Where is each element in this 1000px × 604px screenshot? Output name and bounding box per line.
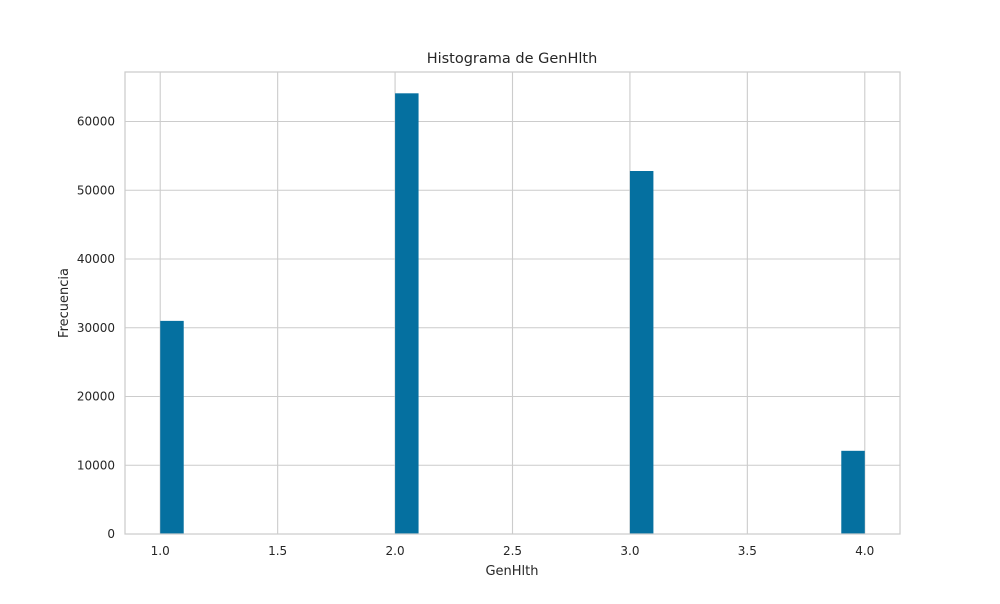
x-tick-label: 1.0 (151, 544, 170, 558)
histogram-bar (160, 320, 184, 534)
y-tick-label: 0 (107, 527, 115, 541)
x-tick-label: 4.0 (855, 544, 874, 558)
x-axis-label: GenHlth (485, 564, 538, 579)
histogram-bar (841, 450, 865, 534)
y-tick-label: 60000 (77, 115, 115, 129)
y-tick-label: 10000 (77, 458, 115, 472)
chart-title: Histograma de GenHlth (427, 51, 598, 67)
bars (160, 93, 865, 534)
histogram-bar (629, 171, 654, 534)
histogram-bar (395, 93, 419, 534)
x-tick-label: 3.0 (620, 544, 639, 558)
x-tick-label: 2.5 (503, 544, 522, 558)
x-tick-label: 2.0 (386, 544, 405, 558)
y-tick-label: 30000 (77, 321, 115, 335)
x-tick-label: 1.5 (268, 544, 287, 558)
y-tick-label: 20000 (77, 390, 115, 404)
y-tick-labels: 0 10000 20000 30000 40000 50000 60000 (77, 115, 115, 542)
y-tick-label: 50000 (77, 183, 115, 197)
x-tick-labels: 1.0 1.5 2.0 2.5 3.0 3.5 4.0 (151, 544, 875, 558)
plot-frame (124, 71, 901, 535)
x-tick-label: 3.5 (738, 544, 757, 558)
y-axis-label: Frecuencia (57, 268, 72, 338)
y-tick-label: 40000 (77, 252, 115, 266)
